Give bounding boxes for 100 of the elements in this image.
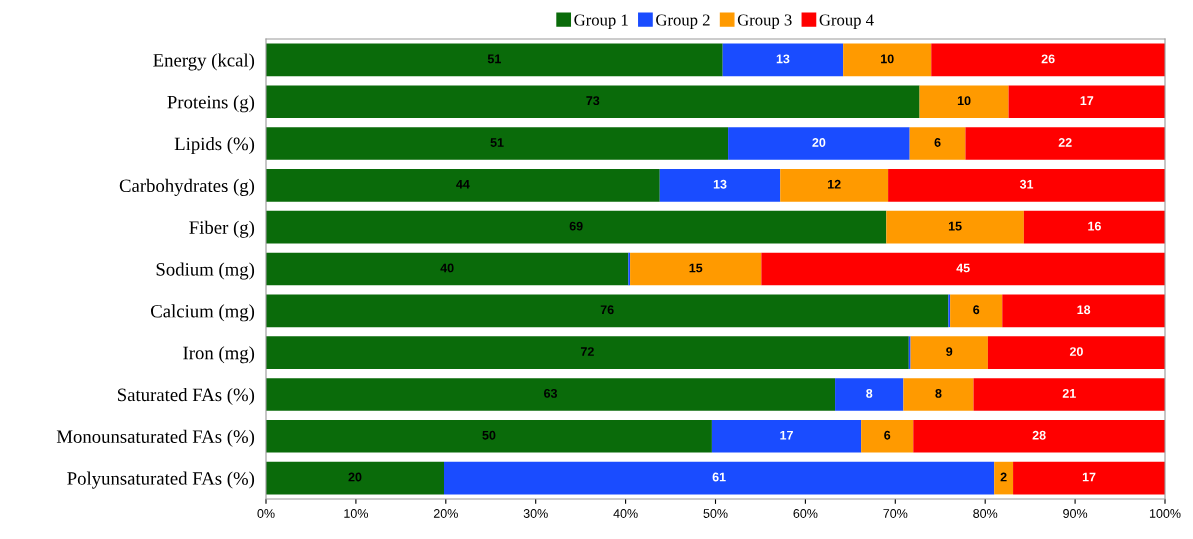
bar: [266, 461, 444, 495]
data-label: 13: [776, 54, 790, 64]
bar: [266, 85, 920, 119]
legend-label: Group 2: [656, 14, 710, 29]
data-label: 13: [713, 179, 727, 189]
data-label: 51: [490, 138, 504, 147]
y-tick-label: Polyunsaturated FAs (%): [67, 471, 255, 489]
bar: [909, 127, 966, 160]
bar: [1002, 294, 1165, 328]
bar: [266, 419, 712, 453]
bar: [1013, 461, 1165, 495]
bar: [659, 169, 781, 202]
bar: [266, 294, 949, 328]
bar: [711, 419, 862, 453]
y-tick-label: Energy (kcal): [153, 53, 255, 71]
bar: [761, 252, 1165, 286]
bar: [994, 461, 1014, 495]
data-label: 31: [1019, 179, 1034, 189]
x-tick-label: 40%: [613, 509, 638, 518]
bar: [1008, 85, 1165, 119]
data-label: 2: [1000, 472, 1007, 482]
data-label: 10: [881, 54, 894, 64]
x-tick-label: 100%: [1149, 509, 1181, 518]
bar: [843, 43, 932, 77]
bar: [266, 252, 629, 286]
y-tick-label: Monounsaturated FAs (%): [56, 429, 255, 447]
data-label: 72: [580, 347, 594, 356]
bar: [903, 378, 974, 411]
data-label: 73: [586, 96, 600, 106]
y-tick-label: Lipids (%): [174, 137, 255, 155]
bar: [266, 336, 909, 369]
bar: [861, 419, 914, 453]
y-tick-label: Fiber (g): [189, 220, 255, 238]
data-label: 8: [866, 388, 873, 398]
bar: [973, 378, 1165, 411]
data-label: 6: [884, 430, 891, 440]
y-tick-label: Carbohydrates (g): [119, 178, 255, 196]
bar: [780, 169, 889, 202]
data-label: 22: [1058, 138, 1072, 147]
data-label: 10: [957, 96, 971, 106]
bar: [950, 294, 1003, 328]
data-label: 18: [1077, 305, 1091, 315]
data-label: 28: [1032, 430, 1046, 440]
data-label: 15: [689, 263, 703, 273]
legend-label: Group 1: [574, 14, 628, 29]
bar: [910, 336, 988, 369]
data-label: 50: [482, 430, 496, 440]
data-label: 17: [1082, 472, 1096, 482]
data-label: 63: [544, 388, 558, 398]
data-label: 17: [780, 430, 793, 440]
data-label: 69: [569, 221, 583, 231]
data-label: 17: [1080, 96, 1094, 105]
x-tick-label: 10%: [344, 509, 368, 518]
data-label: 16: [1088, 221, 1101, 231]
x-tick-label: 0%: [257, 509, 275, 518]
legend-label: Group 4: [819, 14, 874, 29]
data-label: 15: [948, 221, 962, 231]
data-label: 51: [487, 54, 501, 64]
bar: [913, 419, 1165, 453]
data-label: 6: [934, 138, 941, 147]
x-tick-label: 70%: [883, 509, 908, 518]
bar: [630, 252, 762, 286]
bar: [266, 169, 660, 202]
bar: [965, 127, 1165, 160]
y-tick-label: Saturated FAs (%): [117, 387, 255, 405]
x-tick-label: 20%: [433, 509, 458, 518]
data-label: 6: [973, 305, 980, 315]
bar: [266, 43, 723, 77]
y-tick-label: Proteins (g): [167, 95, 255, 113]
bar: [835, 378, 904, 411]
y-tick-label: Sodium (mg): [156, 262, 255, 280]
bar: [722, 43, 844, 77]
data-label: 40: [440, 263, 454, 273]
y-tick-label: Iron (mg): [183, 346, 255, 364]
bar: [931, 43, 1165, 77]
x-tick-label: 90%: [1063, 509, 1088, 518]
data-label: 61: [712, 472, 726, 482]
bar: [444, 461, 995, 495]
bar: [1023, 210, 1165, 244]
data-label: 26: [1041, 54, 1055, 64]
data-label: 9: [946, 347, 953, 356]
data-label: 20: [348, 472, 362, 482]
bar: [728, 127, 910, 160]
data-label: 20: [1069, 347, 1083, 356]
y-tick-label: Calcium (mg): [151, 304, 255, 322]
bar: [888, 169, 1165, 202]
x-tick-label: 30%: [523, 509, 548, 518]
bar: [919, 85, 1009, 119]
data-label: 21: [1062, 388, 1076, 398]
data-label: 45: [956, 263, 970, 273]
data-label: 76: [600, 305, 614, 315]
legend-label: Group 3: [737, 14, 792, 29]
x-tick-label: 50%: [703, 509, 728, 518]
data-label: 8: [935, 388, 942, 398]
data-label: 44: [456, 180, 470, 189]
x-tick-label: 80%: [973, 509, 998, 518]
bar: [266, 378, 836, 411]
bar: [266, 127, 729, 160]
data-label: 20: [812, 138, 826, 147]
bar: [266, 210, 887, 244]
